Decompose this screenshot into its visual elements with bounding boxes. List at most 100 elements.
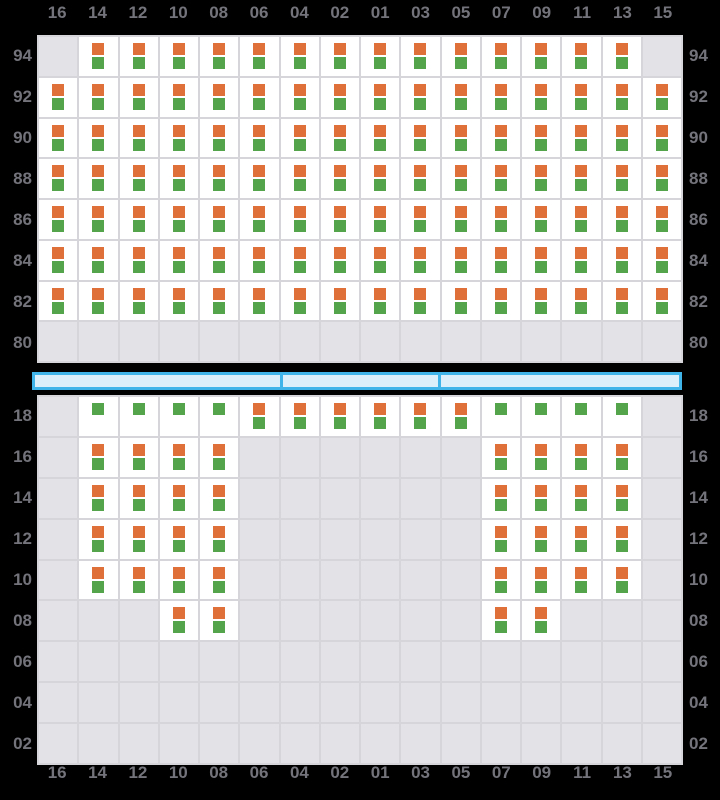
slot-90-06[interactable] <box>240 118 279 158</box>
slot-82-03[interactable] <box>401 281 440 321</box>
slot-84-09[interactable] <box>522 240 561 280</box>
slot-84-08[interactable] <box>200 240 239 280</box>
slot-94-11[interactable] <box>562 37 601 76</box>
slot-90-03[interactable] <box>401 118 440 158</box>
slot-92-05[interactable] <box>441 77 480 117</box>
slot-82-16[interactable] <box>39 281 78 321</box>
slot-16-07[interactable] <box>481 437 520 477</box>
slot-88-03[interactable] <box>401 159 440 198</box>
slot-92-11[interactable] <box>562 77 601 117</box>
slot-14-08[interactable] <box>200 478 239 518</box>
slot-84-11[interactable] <box>562 240 601 280</box>
slot-90-04[interactable] <box>280 118 319 158</box>
slot-18-09[interactable] <box>522 397 561 436</box>
slot-16-13[interactable] <box>602 437 641 477</box>
slot-94-07[interactable] <box>481 37 520 76</box>
slot-90-13[interactable] <box>602 118 641 158</box>
slot-88-07[interactable] <box>481 159 520 198</box>
slot-10-10[interactable] <box>159 560 198 600</box>
slot-92-04[interactable] <box>280 77 319 117</box>
slot-12-10[interactable] <box>159 519 198 559</box>
slot-18-02[interactable] <box>320 397 359 436</box>
slot-88-15[interactable] <box>642 159 681 198</box>
slot-12-09[interactable] <box>522 519 561 559</box>
slot-12-11[interactable] <box>562 519 601 559</box>
slot-90-02[interactable] <box>320 118 359 158</box>
slot-18-12[interactable] <box>119 397 158 436</box>
slot-84-12[interactable] <box>119 240 158 280</box>
slot-84-02[interactable] <box>320 240 359 280</box>
slot-90-16[interactable] <box>39 118 78 158</box>
slot-88-16[interactable] <box>39 159 78 198</box>
slot-10-09[interactable] <box>522 560 561 600</box>
slot-82-02[interactable] <box>320 281 359 321</box>
slot-86-16[interactable] <box>39 200 78 239</box>
slot-86-11[interactable] <box>562 200 601 239</box>
slot-94-13[interactable] <box>602 37 641 76</box>
slot-18-04[interactable] <box>280 397 319 436</box>
slot-92-08[interactable] <box>200 77 239 117</box>
slot-84-16[interactable] <box>39 240 78 280</box>
slot-16-12[interactable] <box>119 437 158 477</box>
slot-94-06[interactable] <box>240 37 279 76</box>
slot-94-02[interactable] <box>320 37 359 76</box>
slot-84-06[interactable] <box>240 240 279 280</box>
slot-92-07[interactable] <box>481 77 520 117</box>
slot-90-08[interactable] <box>200 118 239 158</box>
slot-88-11[interactable] <box>562 159 601 198</box>
slot-86-01[interactable] <box>361 200 400 239</box>
slot-14-12[interactable] <box>119 478 158 518</box>
slot-14-14[interactable] <box>79 478 118 518</box>
slot-90-10[interactable] <box>159 118 198 158</box>
slot-94-08[interactable] <box>200 37 239 76</box>
slot-92-06[interactable] <box>240 77 279 117</box>
slot-86-06[interactable] <box>240 200 279 239</box>
slot-86-09[interactable] <box>522 200 561 239</box>
slot-88-01[interactable] <box>361 159 400 198</box>
slot-82-10[interactable] <box>159 281 198 321</box>
slot-92-01[interactable] <box>361 77 400 117</box>
slot-82-09[interactable] <box>522 281 561 321</box>
slot-92-14[interactable] <box>79 77 118 117</box>
slot-18-01[interactable] <box>361 397 400 436</box>
slot-94-05[interactable] <box>441 37 480 76</box>
slot-90-09[interactable] <box>522 118 561 158</box>
slot-10-13[interactable] <box>602 560 641 600</box>
slot-16-08[interactable] <box>200 437 239 477</box>
slot-18-14[interactable] <box>79 397 118 436</box>
slot-88-04[interactable] <box>280 159 319 198</box>
slot-84-10[interactable] <box>159 240 198 280</box>
slot-90-05[interactable] <box>441 118 480 158</box>
slot-08-09[interactable] <box>522 601 561 641</box>
slot-94-14[interactable] <box>79 37 118 76</box>
slot-86-04[interactable] <box>280 200 319 239</box>
slot-14-09[interactable] <box>522 478 561 518</box>
slot-88-10[interactable] <box>159 159 198 198</box>
slot-82-13[interactable] <box>602 281 641 321</box>
slot-92-09[interactable] <box>522 77 561 117</box>
slot-12-07[interactable] <box>481 519 520 559</box>
slot-18-03[interactable] <box>401 397 440 436</box>
slot-18-06[interactable] <box>240 397 279 436</box>
slot-84-14[interactable] <box>79 240 118 280</box>
slot-88-08[interactable] <box>200 159 239 198</box>
slot-86-05[interactable] <box>441 200 480 239</box>
slot-90-12[interactable] <box>119 118 158 158</box>
slot-10-12[interactable] <box>119 560 158 600</box>
slot-12-12[interactable] <box>119 519 158 559</box>
slot-94-12[interactable] <box>119 37 158 76</box>
slot-84-04[interactable] <box>280 240 319 280</box>
slot-86-15[interactable] <box>642 200 681 239</box>
slot-90-14[interactable] <box>79 118 118 158</box>
slot-10-07[interactable] <box>481 560 520 600</box>
slot-82-05[interactable] <box>441 281 480 321</box>
slot-16-14[interactable] <box>79 437 118 477</box>
slot-86-08[interactable] <box>200 200 239 239</box>
slot-90-01[interactable] <box>361 118 400 158</box>
slot-18-10[interactable] <box>159 397 198 436</box>
slot-94-04[interactable] <box>280 37 319 76</box>
slot-12-13[interactable] <box>602 519 641 559</box>
slot-84-15[interactable] <box>642 240 681 280</box>
slot-18-11[interactable] <box>562 397 601 436</box>
slot-90-15[interactable] <box>642 118 681 158</box>
